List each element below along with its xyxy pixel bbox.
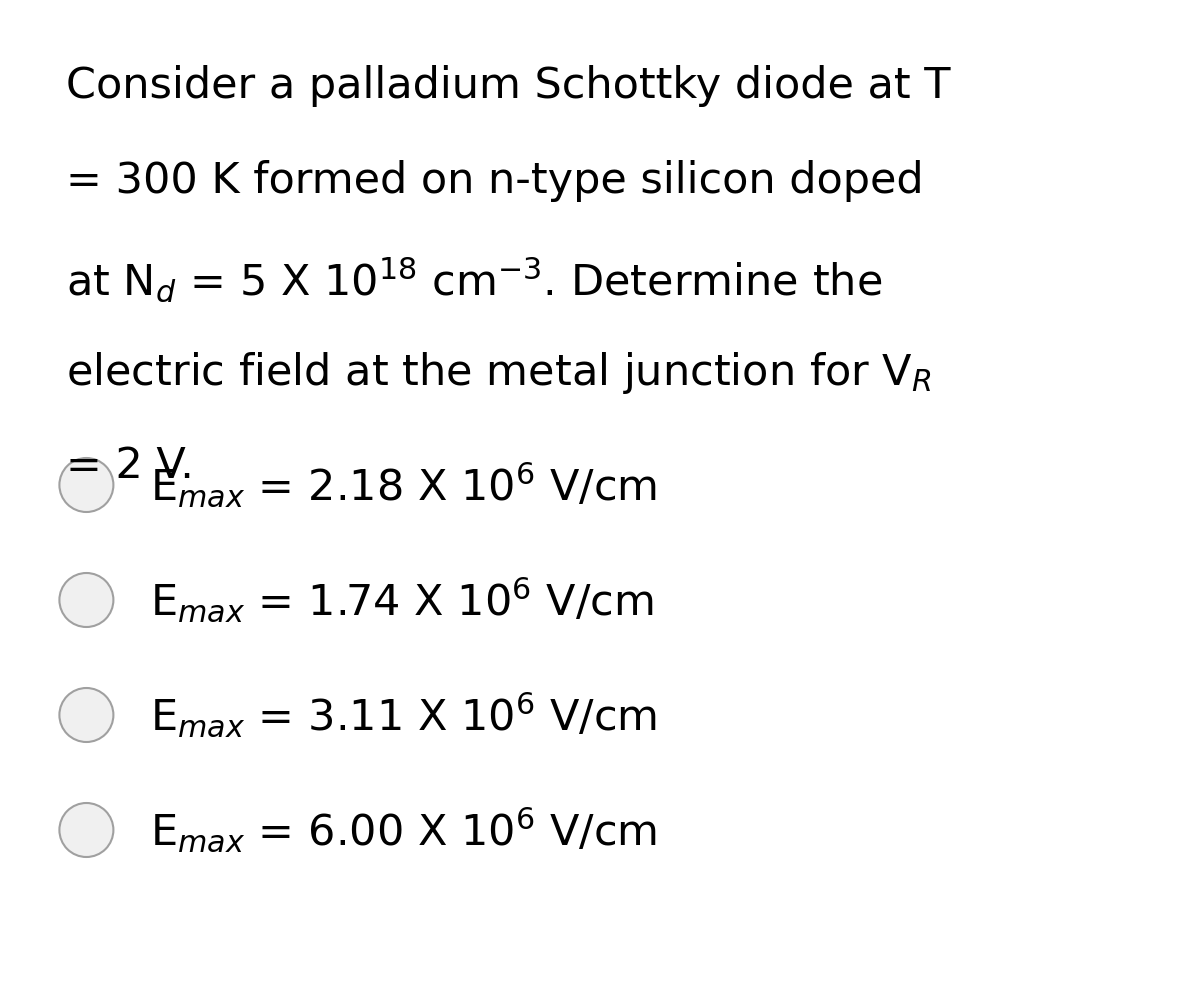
Text: electric field at the metal junction for V$_R$: electric field at the metal junction for… bbox=[66, 350, 932, 396]
Text: = 2 V.: = 2 V. bbox=[66, 445, 194, 487]
Text: E$_{max}$ = 2.18 X 10$^6$ V/cm: E$_{max}$ = 2.18 X 10$^6$ V/cm bbox=[150, 461, 658, 509]
Ellipse shape bbox=[59, 458, 113, 512]
Text: E$_{max}$ = 6.00 X 10$^6$ V/cm: E$_{max}$ = 6.00 X 10$^6$ V/cm bbox=[150, 806, 658, 854]
Text: at N$_d$ = 5 X 10$^{18}$ cm$^{-3}$. Determine the: at N$_d$ = 5 X 10$^{18}$ cm$^{-3}$. Dete… bbox=[66, 255, 882, 304]
Ellipse shape bbox=[59, 573, 113, 627]
Text: E$_{max}$ = 1.74 X 10$^6$ V/cm: E$_{max}$ = 1.74 X 10$^6$ V/cm bbox=[150, 576, 654, 624]
Text: E$_{max}$ = 3.11 X 10$^6$ V/cm: E$_{max}$ = 3.11 X 10$^6$ V/cm bbox=[150, 691, 658, 739]
Ellipse shape bbox=[59, 688, 113, 742]
Ellipse shape bbox=[59, 803, 113, 857]
Text: = 300 K formed on n-type silicon doped: = 300 K formed on n-type silicon doped bbox=[66, 160, 924, 202]
Text: Consider a palladium Schottky diode at T: Consider a palladium Schottky diode at T bbox=[66, 65, 950, 107]
